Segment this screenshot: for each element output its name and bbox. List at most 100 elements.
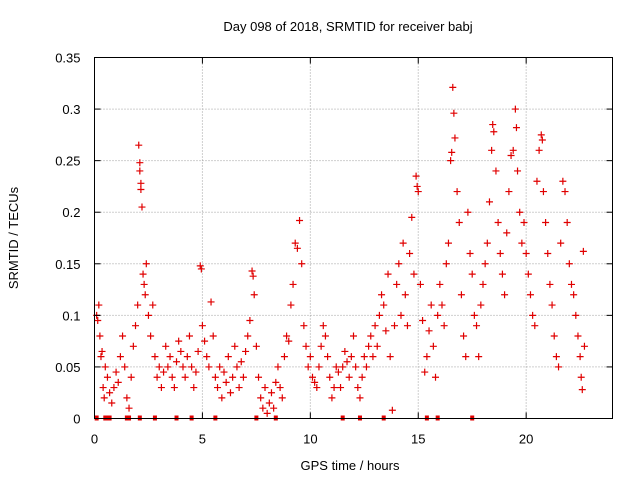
data-point-marker [555, 363, 563, 371]
data-point-marker [267, 389, 275, 397]
data-point-marker [139, 270, 147, 278]
data-point-marker [181, 373, 189, 381]
data-point-marker [503, 229, 511, 237]
data-point-marker [391, 322, 399, 330]
data-point-marker [135, 141, 143, 149]
data-point-marker [274, 363, 282, 371]
data-point-marker [231, 342, 239, 350]
y-tick-label: 0.2 [62, 205, 80, 220]
data-point-marker [341, 347, 349, 355]
data-point-marker [382, 327, 390, 335]
data-point-marker [136, 159, 144, 167]
data-point-marker [501, 291, 509, 299]
data-point-marker [114, 378, 122, 386]
data-point-marker [578, 386, 586, 394]
data-point-marker [270, 404, 278, 412]
data-point-marker [308, 373, 316, 381]
data-point-marker [328, 394, 336, 402]
y-axis: 0 0.05 0.1 0.15 0.2 0.25 0.3 0.35 [55, 51, 613, 427]
data-point-marker [533, 177, 541, 185]
data-point-marker [235, 384, 243, 392]
data-point-marker [330, 384, 338, 392]
data-points [93, 83, 588, 417]
data-point-marker [451, 134, 459, 142]
data-point-marker [239, 373, 247, 381]
data-point-marker [448, 148, 456, 156]
data-point-marker [216, 363, 224, 371]
data-point-marker [224, 353, 232, 361]
data-point-marker [360, 353, 368, 361]
data-point-marker [137, 179, 145, 187]
data-point-marker [226, 389, 234, 397]
data-point-marker [425, 327, 433, 335]
x-axis: 0 5 10 15 20 [91, 57, 533, 447]
data-point-marker [522, 249, 530, 257]
data-point-marker [246, 317, 254, 325]
data-point-marker [365, 342, 373, 350]
data-point-marker [483, 239, 491, 247]
data-point-marker [306, 353, 314, 361]
data-point-marker [162, 342, 170, 350]
data-point-marker [559, 177, 567, 185]
data-point-marker [313, 384, 321, 392]
data-point-marker [190, 384, 198, 392]
data-point-marker [291, 239, 299, 247]
data-point-marker [460, 332, 468, 340]
data-point-marker [453, 188, 461, 196]
data-point-marker [203, 353, 211, 361]
data-point-marker [319, 322, 327, 330]
data-point-marker [427, 301, 435, 309]
data-point-marker [261, 384, 269, 392]
data-point-marker [94, 317, 102, 325]
data-point-marker [140, 280, 148, 288]
data-point-marker [572, 311, 580, 319]
data-point-marker [580, 342, 588, 350]
x-tick-label: 20 [519, 432, 533, 447]
data-point-marker [101, 363, 109, 371]
plot-frame [94, 57, 613, 419]
data-point-marker [526, 291, 534, 299]
data-point-marker [196, 262, 204, 270]
data-point-marker [214, 384, 222, 392]
data-point-marker [265, 399, 273, 407]
data-point-marker [546, 280, 554, 288]
data-point-marker [127, 373, 135, 381]
data-point-marker [298, 260, 306, 268]
data-point-marker [211, 373, 219, 381]
data-point-marker [170, 384, 178, 392]
data-point-marker [201, 337, 209, 345]
data-point-marker [539, 188, 547, 196]
data-point-marker [537, 131, 545, 139]
data-point-marker [192, 368, 200, 376]
data-point-marker [492, 167, 500, 175]
data-point-marker [413, 182, 421, 190]
data-point-marker [579, 247, 587, 255]
data-point-marker [557, 239, 565, 247]
y-tick-label: 0.15 [55, 257, 80, 272]
data-point-marker [577, 373, 585, 381]
data-point-marker [121, 363, 129, 371]
data-point-marker [116, 353, 124, 361]
data-point-marker [550, 332, 558, 340]
data-point-marker [142, 260, 150, 268]
data-point-marker [477, 301, 485, 309]
data-point-marker [157, 384, 165, 392]
data-point-marker [248, 267, 256, 275]
data-point-marker [209, 332, 217, 340]
data-point-marker [263, 409, 271, 417]
data-point-marker [278, 394, 286, 402]
data-point-marker [386, 353, 394, 361]
data-point-marker [397, 311, 405, 319]
data-point-marker [259, 404, 267, 412]
data-point-marker [395, 260, 403, 268]
data-point-marker [473, 322, 481, 330]
data-point-marker [324, 353, 332, 361]
data-point-marker [166, 353, 174, 361]
data-point-marker [95, 301, 103, 309]
data-point-marker [250, 291, 258, 299]
y-tick-label: 0.05 [55, 360, 80, 375]
data-point-marker [408, 213, 416, 221]
data-point-marker [354, 384, 362, 392]
data-point-marker [280, 353, 288, 361]
data-point-marker [317, 342, 325, 350]
